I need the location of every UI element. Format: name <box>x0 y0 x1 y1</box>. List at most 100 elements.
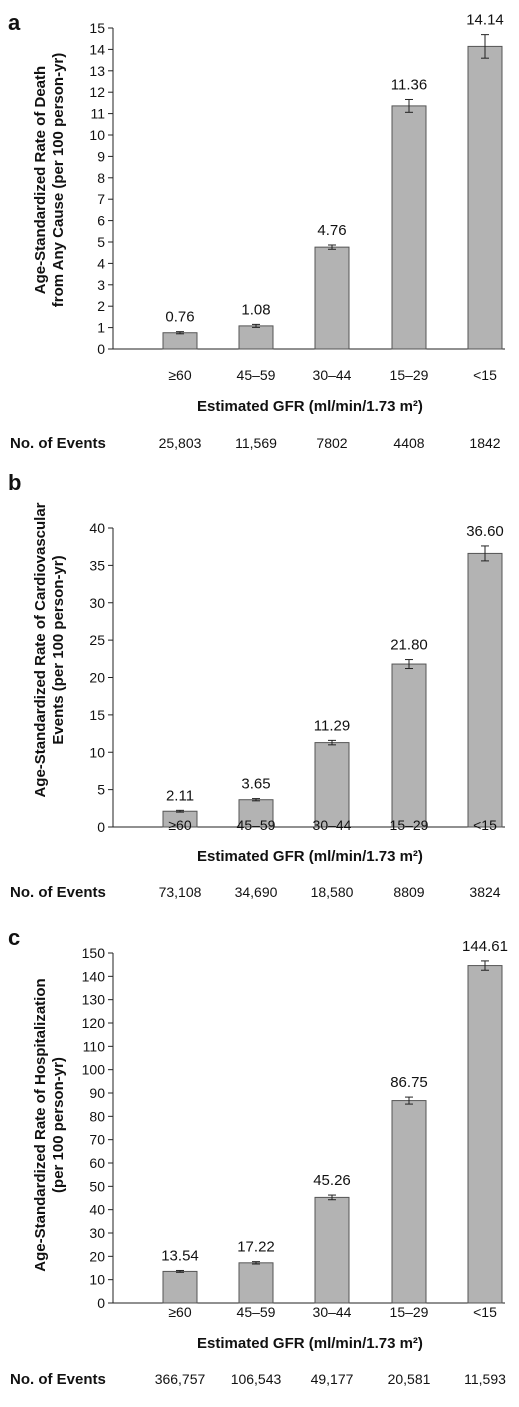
category-label: ≥60 <box>168 817 191 833</box>
events-label-c: No. of Events <box>10 1371 106 1388</box>
events-value: 34,690 <box>234 884 278 900</box>
events-value: 366,757 <box>154 1371 206 1387</box>
bar-30–44 <box>314 742 350 828</box>
events-value: 1842 <box>469 435 501 451</box>
events-value: 25,803 <box>158 435 202 451</box>
y-tick-label: 1 <box>97 320 105 336</box>
events-value: 3824 <box>469 884 501 900</box>
bar-30–44 <box>314 1196 350 1304</box>
y-tick-label: 120 <box>82 1015 106 1031</box>
category-label: 30–44 <box>313 1304 352 1320</box>
category-label: <15 <box>473 367 497 383</box>
y-tick-label: 25 <box>89 632 105 648</box>
bar-<15 <box>467 45 503 350</box>
events-value: 7802 <box>316 435 348 451</box>
y-tick-label: 10 <box>89 1272 105 1288</box>
category-label: <15 <box>473 817 497 833</box>
data-label: 11.29 <box>314 717 350 734</box>
y-tick-label: 50 <box>89 1178 105 1194</box>
y-tick-label: 13 <box>89 63 105 79</box>
panel-c: c Age-Standardized Rate of Hospitalizati… <box>0 925 519 1407</box>
events-label-b: No. of Events <box>10 884 106 901</box>
data-label: 2.11 <box>166 787 194 804</box>
category-label: 30–44 <box>313 817 352 833</box>
bar-30–44 <box>314 246 350 350</box>
data-label: 11.36 <box>391 76 427 93</box>
events-value: 4408 <box>393 435 425 451</box>
panel-letter-a: a <box>8 10 21 35</box>
y-tick-label: 4 <box>97 255 105 271</box>
events-value: 49,177 <box>310 1371 354 1387</box>
category-label: ≥60 <box>168 1304 191 1320</box>
category-label: 15–29 <box>390 817 429 833</box>
events-value: 18,580 <box>310 884 354 900</box>
category-label: ≥60 <box>168 367 191 383</box>
chart-b: 0 5 10 15 20 25 30 35 40 2.11 ≥60 3.65 45–59 11.29 30–… <box>89 520 505 835</box>
events-value: 8809 <box>393 884 425 900</box>
y-tick-label: 20 <box>89 670 105 686</box>
y-tick-label: 90 <box>89 1085 105 1101</box>
y-tick-label: 40 <box>89 1202 105 1218</box>
events-value: 11,593 <box>464 1371 506 1387</box>
panel-letter-b: b <box>8 470 22 495</box>
bar-15–29 <box>391 663 427 828</box>
y-tick-label: 100 <box>82 1062 106 1078</box>
bar-45–59 <box>238 325 274 350</box>
data-label: 4.76 <box>317 222 346 239</box>
y-tick-label: 150 <box>82 945 106 961</box>
y-tick-label: 35 <box>89 557 105 573</box>
y-tick-label: 9 <box>97 148 105 164</box>
data-label: 14.14 <box>466 12 504 29</box>
data-label: 17.22 <box>237 1239 275 1256</box>
y-tick-label: 0 <box>97 1295 105 1311</box>
data-label: 21.80 <box>390 637 428 654</box>
y-tick-label: 10 <box>89 744 105 760</box>
bar-45–59 <box>238 1262 274 1304</box>
category-label: <15 <box>473 1304 497 1320</box>
bar-15–29 <box>391 1100 427 1304</box>
data-label: 0.76 <box>165 309 194 326</box>
data-label: 144.61 <box>462 938 508 955</box>
data-label: 36.60 <box>466 523 504 540</box>
y-tick-label: 11 <box>90 106 105 122</box>
bar-<15 <box>467 965 503 1304</box>
y-tick-label: 3 <box>97 277 105 293</box>
category-label: 45–59 <box>237 367 276 383</box>
y-tick-label: 15 <box>89 707 105 723</box>
category-label: 45–59 <box>237 817 276 833</box>
y-tick-label: 10 <box>89 127 105 143</box>
events-value: 106,543 <box>230 1371 282 1387</box>
category-label: 30–44 <box>313 367 352 383</box>
panel-a: a Age-Standardized Rate of Death from An… <box>0 0 519 470</box>
y-tick-label: 20 <box>89 1248 105 1264</box>
x-axis-label-c: Estimated GFR (ml/min/1.73 m²) <box>197 1335 423 1352</box>
y-tick-label: 40 <box>89 520 105 536</box>
events-value: 11,569 <box>235 435 277 451</box>
category-label: 15–29 <box>390 1304 429 1320</box>
y-tick-label: 80 <box>89 1108 105 1124</box>
y-tick-label: 5 <box>97 234 105 250</box>
events-value: 20,581 <box>387 1371 431 1387</box>
y-tick-label: 0 <box>97 341 105 357</box>
chart-a: 01234567891011121314150.76≥601.0845–594.… <box>89 12 505 383</box>
panel-b: b Age-Standardized Rate of Cardiovascula… <box>0 470 519 940</box>
y-tick-label: 140 <box>82 968 106 984</box>
data-label: 45.26 <box>313 1172 351 1189</box>
y-tick-label: 110 <box>83 1038 106 1054</box>
y-tick-label: 0 <box>97 819 105 835</box>
y-tick-label: 6 <box>97 213 105 229</box>
bar-≥60 <box>162 332 198 350</box>
y-tick-label: 15 <box>89 20 105 36</box>
y-tick-label: 70 <box>89 1132 105 1148</box>
events-value: 73,108 <box>158 884 202 900</box>
data-label: 86.75 <box>390 1074 428 1091</box>
y-tick-label: 5 <box>97 782 105 798</box>
bar-45–59 <box>238 799 274 828</box>
category-label: 15–29 <box>390 367 429 383</box>
y-tick-label: 14 <box>89 41 105 57</box>
y-tick-label: 30 <box>89 1225 105 1241</box>
events-label-a: No. of Events <box>10 435 106 452</box>
y-tick-label: 7 <box>97 191 105 207</box>
data-label: 1.08 <box>241 301 270 318</box>
panel-letter-c: c <box>8 925 21 950</box>
